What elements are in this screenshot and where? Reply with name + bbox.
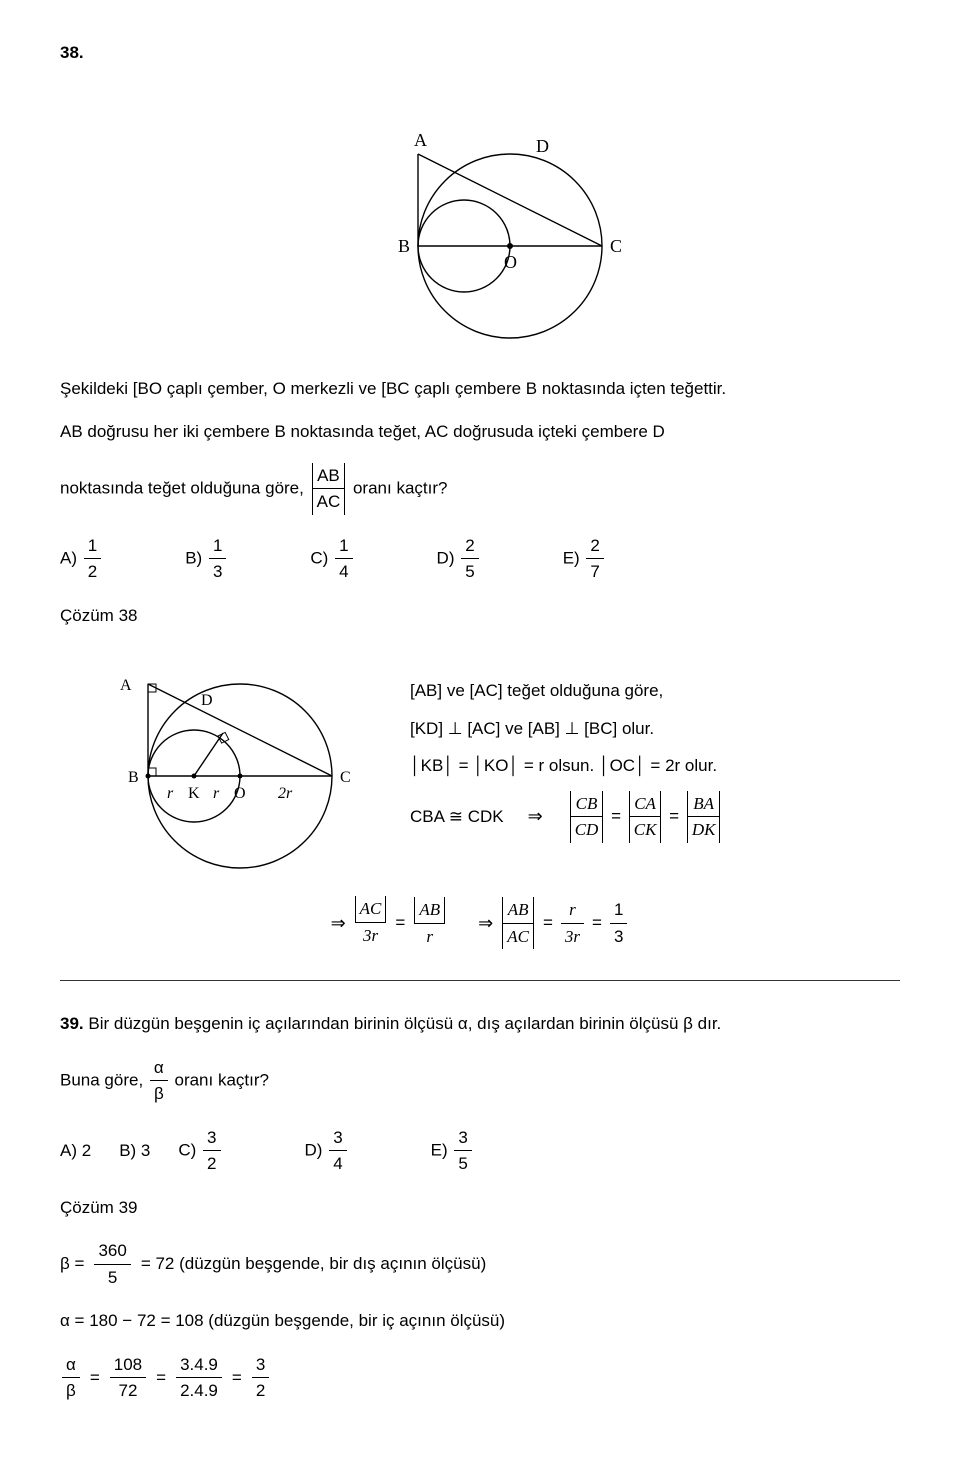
q39-number: 39. — [60, 1014, 84, 1033]
q38-number: 38. — [60, 40, 900, 66]
q38-prose2c: oranı kaçtır? — [353, 478, 448, 497]
f2-n: 3.4.9 — [176, 1352, 222, 1379]
choice: D) 25 — [437, 533, 535, 585]
f-lhs-n: α — [62, 1352, 80, 1379]
f-lhs-d: β — [62, 1378, 80, 1404]
svg-text:r: r — [167, 785, 174, 802]
eq-sign: = — [543, 910, 553, 936]
beta-r: = 72 (düzgün beşgende, bir dış açının öl… — [141, 1251, 486, 1277]
ratio-top: AB — [312, 463, 346, 490]
arrow-icon: ⇒ — [528, 803, 543, 830]
svg-text:C: C — [610, 236, 622, 256]
svg-text:2r: 2r — [278, 785, 293, 802]
svg-text:D: D — [201, 692, 213, 709]
choice: B) 3 — [119, 1138, 150, 1164]
beta-l: β = — [60, 1251, 84, 1277]
svg-text:K: K — [188, 785, 200, 802]
q38-final-eq: ⇒ AC3r = ABr ⇒ ABAC = r3r = 13 — [60, 896, 900, 950]
q39-ratio-n: α — [150, 1055, 168, 1082]
svg-text:O: O — [234, 785, 246, 802]
fe-p1n: AC — [355, 896, 387, 923]
fe-p4d: 3r — [561, 924, 584, 950]
q39-ratio-d: β — [150, 1081, 168, 1107]
choice: E) 35 — [431, 1125, 528, 1177]
fe-p5n: 1 — [610, 897, 627, 924]
fe-p3n: AB — [502, 897, 534, 924]
sol-line2: [KD] ⊥ [AC] ve [AB] ⊥ [BC] olur. — [410, 716, 900, 742]
q38-sol-title: Çözüm 38 — [60, 603, 900, 629]
q39-prose: 39. Bir düzgün beşgenin iç açılarından b… — [60, 1011, 900, 1037]
fe-p3d: AC — [502, 924, 534, 950]
svg-text:A: A — [120, 677, 132, 694]
fe-p4n: r — [561, 897, 584, 924]
beta-d: 5 — [94, 1265, 130, 1291]
choice: B) 13 — [185, 533, 282, 585]
choice: C) 32 — [178, 1125, 276, 1177]
q39-prose2b: oranı kaçtır? — [174, 1070, 269, 1089]
eq-sign: = — [90, 1365, 100, 1391]
q38-solution-row: A B C D K Or r 2r [AB] ve [AC] teğet olduğuna g… — [60, 646, 900, 876]
svg-text:O: O — [504, 252, 517, 272]
q38-prose2b: noktasında teğet olduğuna göre, — [60, 478, 304, 497]
q38-sol-text: [AB] ve [AC] teğet olduğuna göre, [KD] ⊥… — [410, 666, 900, 855]
q39-choices: A) 2 B) 3 C) 32 D) 34 E) 35 — [60, 1125, 900, 1177]
q38-sol-figure: A B C D K Or r 2r — [60, 656, 380, 876]
f1-d: 72 — [110, 1378, 146, 1404]
eq-sign: = — [592, 910, 602, 936]
choice: E) 27 — [563, 533, 660, 585]
svg-text:B: B — [128, 769, 139, 786]
arrow-icon: ⇒ — [478, 910, 493, 937]
f3-n: 3 — [252, 1352, 269, 1379]
q39-alpha: α = 180 − 72 = 108 (düzgün beşgende, bir… — [60, 1308, 900, 1334]
q39-prose2: Buna göre, αβ oranı kaçtır? — [60, 1055, 900, 1107]
fe-p5d: 3 — [610, 924, 627, 950]
sol-line3: │KB│ = │KO│ = r olsun. │OC│ = 2r olur. — [410, 753, 900, 779]
svg-text:C: C — [340, 769, 351, 786]
separator — [60, 980, 900, 981]
q38-choices: A) 12 B) 13 C) 14 D) 25 E) 27 — [60, 533, 900, 585]
ratio-bot: AC — [312, 489, 346, 515]
fe-p2n: AB — [414, 897, 445, 924]
choice: A) 12 — [60, 533, 157, 585]
f3-d: 2 — [252, 1378, 269, 1404]
fe-p2d: r — [413, 924, 446, 950]
f2-d: 2.4.9 — [176, 1378, 222, 1404]
q39-prose-b: Bir düzgün beşgenin iç açılarından birin… — [88, 1014, 721, 1033]
q39-prose2a: Buna göre, — [60, 1070, 143, 1089]
choice: C) 14 — [310, 533, 408, 585]
sol-line4: CBA ≅ CDK ⇒ CBCD = CACK = BADK — [410, 791, 900, 843]
q39-beta: β = 3605 = 72 (düzgün beşgende, bir dış … — [60, 1238, 900, 1290]
q38-figure: A B C D O — [310, 96, 900, 346]
sol-l4a: CBA ≅ CDK — [410, 804, 504, 830]
q38-prose2a: AB doğrusu her iki çembere B noktasında … — [60, 419, 900, 445]
similarity-ratios: CBCD = CACK = BADK — [567, 791, 724, 843]
sol-line1: [AB] ve [AC] teğet olduğuna göre, — [410, 678, 900, 704]
arrow-icon: ⇒ — [331, 910, 346, 937]
choice: A) 2 — [60, 1138, 91, 1164]
q38-ratio: AB AC — [311, 463, 347, 515]
fe-p1d: 3r — [354, 923, 388, 951]
eq-sign: = — [232, 1365, 242, 1391]
eq-sign: = — [156, 1365, 166, 1391]
eq-sign: = — [395, 910, 405, 936]
svg-text:r: r — [213, 785, 220, 802]
q39-sol-title: Çözüm 39 — [60, 1195, 900, 1221]
f1-n: 108 — [110, 1352, 146, 1379]
svg-text:D: D — [536, 136, 549, 156]
q38-prose1: Şekildeki [BO çaplı çember, O merkezli v… — [60, 376, 900, 402]
q38-prose2-line2: noktasında teğet olduğuna göre, AB AC or… — [60, 463, 900, 515]
beta-n: 360 — [94, 1238, 130, 1265]
q39-final: αβ = 10872 = 3.4.92.4.9 = 32 — [60, 1352, 900, 1404]
choice: D) 34 — [305, 1125, 403, 1177]
svg-text:A: A — [414, 130, 427, 150]
svg-text:B: B — [398, 236, 410, 256]
